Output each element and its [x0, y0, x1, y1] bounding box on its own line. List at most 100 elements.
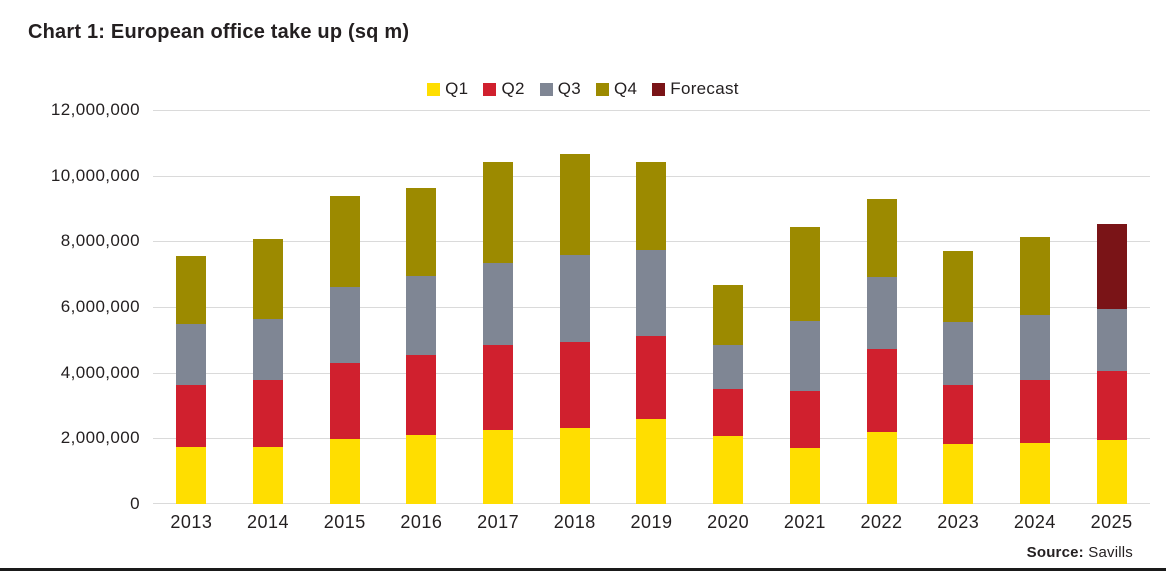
bar-segment-q3 [483, 262, 514, 346]
bar-column-2025 [1073, 110, 1150, 504]
bar-segment-q3 [176, 323, 207, 386]
bar-2023 [943, 250, 974, 504]
x-axis: 2013 2014 2015 2016 2017 2018 2019 2020 2021 2022… [153, 512, 1150, 533]
x-axis-label: 2019 [630, 512, 673, 532]
bar-segment-q3 [329, 286, 360, 363]
bar-segment-q4 [713, 285, 744, 346]
bar-segment-q2 [789, 390, 820, 448]
bar-segment-q2 [253, 379, 284, 447]
bar-2019 [636, 161, 667, 504]
source-line: Source: Savills [1027, 544, 1133, 561]
x-axis-label: 2017 [477, 512, 520, 532]
bar-column-2021 [767, 110, 844, 504]
bar-2025 [1096, 223, 1127, 504]
bar-2014 [253, 239, 284, 504]
source-value: Savills [1088, 544, 1133, 561]
legend-swatch-q3 [539, 82, 553, 96]
bar-2018 [559, 154, 590, 504]
bar-column-2024 [997, 110, 1074, 504]
bar-segment-q1 [559, 427, 590, 504]
x-axis-label: 2025 [1090, 512, 1133, 532]
bar-column-2015 [306, 110, 383, 504]
bar-segment-q3 [253, 318, 284, 380]
legend-label-q2: Q2 [501, 79, 525, 98]
y-axis-label: 12,000,000 [50, 100, 140, 119]
bar-column-2023 [920, 110, 997, 504]
bar-segment-q2 [329, 362, 360, 439]
legend-swatch-q4 [596, 82, 609, 96]
bar-segment-q2 [866, 348, 897, 433]
bar-segment-q4 [329, 196, 360, 287]
bar-segment-q4 [253, 239, 284, 319]
bar-2022 [866, 199, 897, 504]
bar-segment-q2 [636, 335, 667, 419]
bar-segment-q4 [943, 250, 974, 323]
bar-2020 [713, 285, 744, 504]
gridline [153, 110, 1150, 111]
bar-segment-q4 [866, 199, 897, 278]
bar-segment-q1 [329, 439, 360, 504]
y-axis-label: 10,000,000 [50, 165, 140, 185]
bar-segment-q4 [483, 161, 514, 263]
bar-2017 [483, 161, 514, 504]
bar-segment-q4 [559, 154, 590, 256]
bar-segment-q1 [253, 446, 284, 504]
x-axis-label: 2018 [553, 512, 596, 532]
legend-label-forecast: Forecast [670, 79, 739, 98]
bar-segment-q1 [483, 429, 514, 504]
bar-segment-forecast [1096, 223, 1127, 309]
legend-swatch-forecast [652, 82, 666, 96]
plot-area [153, 110, 1150, 504]
bar-2024 [1019, 237, 1050, 504]
legend-label-q1: Q1 [445, 79, 469, 98]
bar-segment-q1 [866, 432, 897, 504]
bar-segment-q1 [1096, 440, 1127, 504]
bar-segment-q1 [406, 434, 437, 504]
legend-label-q4: Q4 [614, 79, 638, 98]
y-axis-label: 0 [130, 494, 140, 513]
bar-column-2013 [153, 110, 230, 504]
bar-segment-q3 [636, 249, 667, 336]
y-axis-label: 2,000,000 [60, 428, 140, 448]
y-axis: 0 2,000,000 4,000,000 6,000,000 8,000,000 10,… [0, 100, 140, 513]
bar-column-2019 [613, 110, 690, 504]
legend-swatch-q1 [427, 82, 441, 96]
bar-segment-q4 [176, 255, 207, 324]
bar-column-2020 [690, 110, 767, 504]
legend-item-q3: Q3 [539, 79, 581, 99]
bar-segment-q4 [1019, 237, 1050, 315]
bar-segment-q2 [483, 345, 514, 430]
bar-segment-q2 [1019, 379, 1050, 443]
bar-column-2018 [536, 110, 613, 504]
bar-column-2022 [843, 110, 920, 504]
x-axis-label: 2015 [323, 512, 366, 532]
bar-segment-q2 [713, 388, 744, 436]
bar-segment-q3 [713, 345, 744, 389]
bar-segment-q2 [406, 354, 437, 435]
bar-column-2017 [460, 110, 537, 504]
bar-segment-q3 [559, 255, 590, 343]
x-axis-label: 2016 [400, 512, 443, 532]
bar-2016 [406, 187, 437, 504]
bar-segment-q4 [636, 161, 667, 250]
bar-segment-q3 [406, 276, 437, 355]
legend: Q1 Q2 Q3 Q4 Forecast [0, 79, 1166, 99]
bar-segment-q4 [789, 227, 820, 322]
y-axis-label: 6,000,000 [60, 297, 140, 316]
bar-2013 [176, 255, 207, 504]
bar-2015 [329, 196, 360, 504]
bar-segment-q2 [943, 384, 974, 444]
bar-segment-q3 [1096, 309, 1127, 372]
x-axis-label: 2020 [707, 512, 750, 532]
bar-segment-q3 [789, 321, 820, 391]
bar-2021 [789, 227, 820, 504]
source-label: Source: [1026, 544, 1084, 561]
y-axis-label: 8,000,000 [60, 231, 140, 251]
bar-segment-q1 [713, 435, 744, 504]
bar-segment-q1 [943, 443, 974, 504]
x-axis-label: 2024 [1013, 512, 1056, 532]
legend-item-q1: Q1 [427, 79, 468, 99]
bar-column-2014 [230, 110, 307, 504]
x-axis-label: 2014 [247, 512, 290, 532]
